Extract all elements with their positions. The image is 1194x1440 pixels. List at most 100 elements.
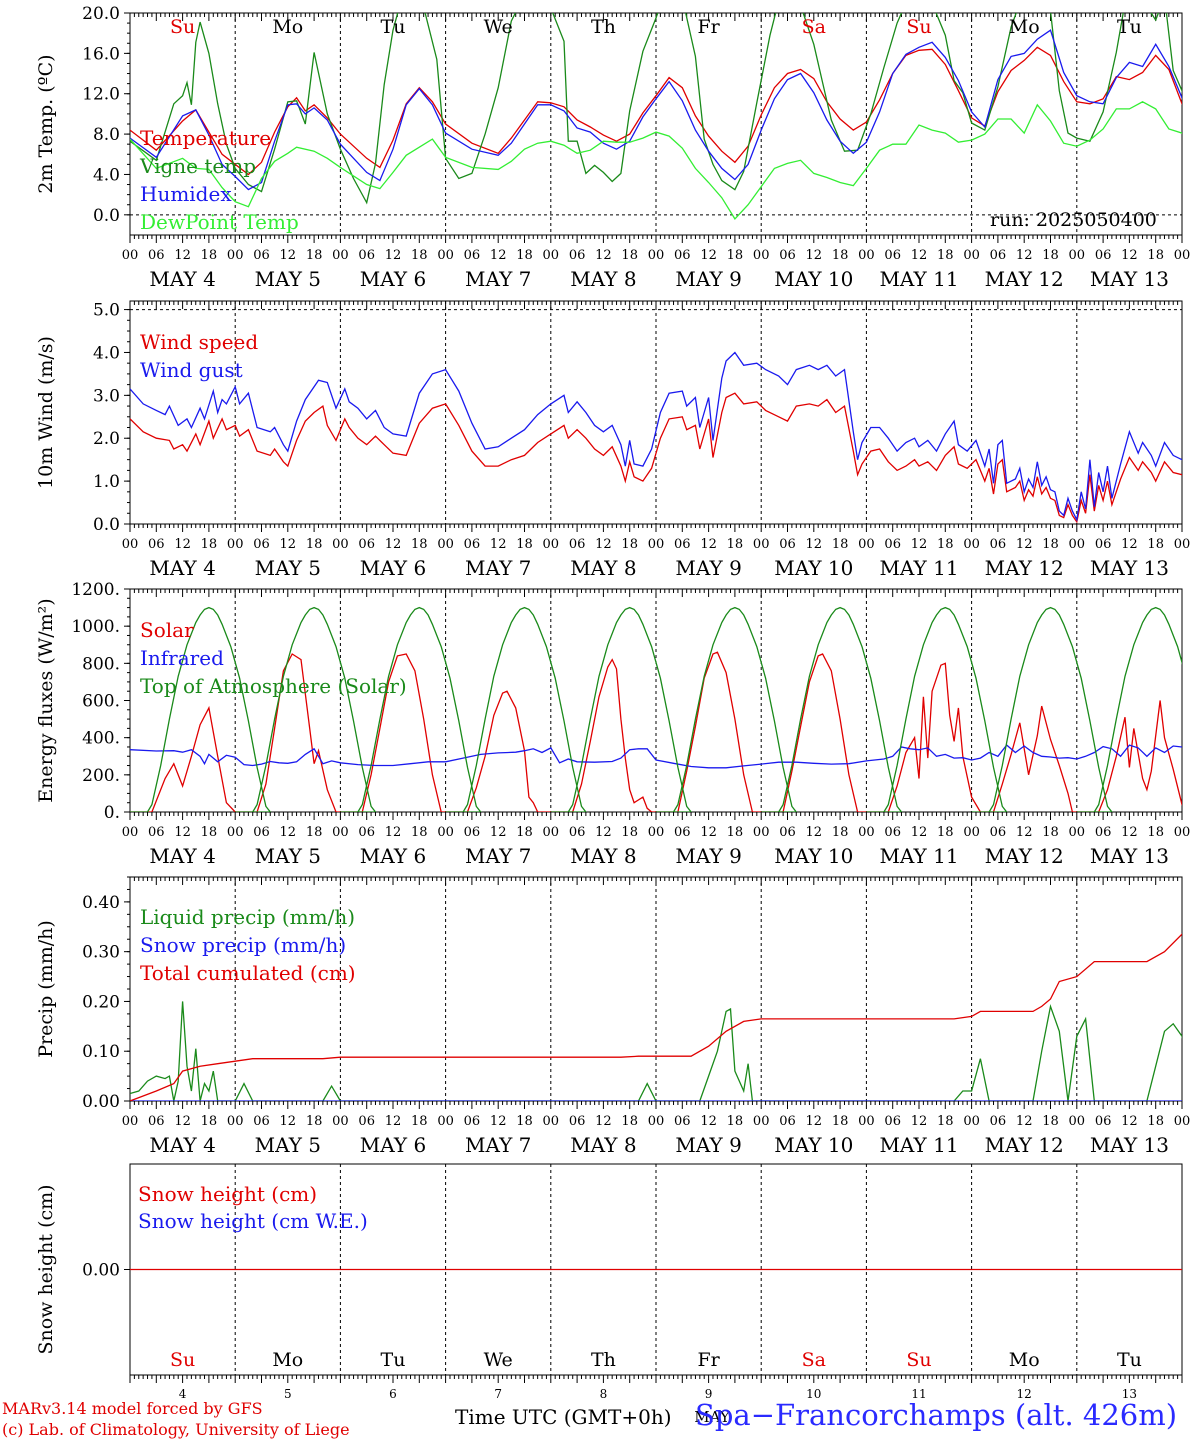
y-tick-label: 0.40 [82,893,120,913]
hour-label: 06 [990,248,1007,263]
date-label: MAY 8 [570,556,636,580]
date-label: MAY 5 [255,267,321,291]
hour-label: 00 [543,248,560,263]
hour-label: 00 [122,1114,139,1129]
hour-label: 00 [332,248,349,263]
weekday-label: Th [591,16,616,38]
hour-label: 18 [937,825,954,840]
hour-label: 18 [516,248,533,263]
date-label: MAY 9 [675,556,741,580]
hour-label: 00 [332,825,349,840]
series-infrared [130,744,1182,769]
hour-label: 06 [779,825,796,840]
date-label: MAY 7 [465,844,531,868]
month-label: MAY [694,1408,731,1426]
weekday-label: Su [170,1349,195,1371]
panel-3: 0. 200. 400. 600. 800. 1000. 1200. Energy fluxe… [35,580,1190,868]
series-temperature [130,46,1182,176]
hour-label: 12 [700,825,717,840]
date-label: MAY 11 [879,1133,958,1157]
hour-label: 00 [122,248,139,263]
hour-label: 06 [464,1114,481,1129]
hour-label: 06 [253,1114,270,1129]
hour-label: 18 [306,537,323,552]
hour-label: 18 [411,825,428,840]
hour-label: 18 [411,1114,428,1129]
hour-label: 06 [148,1114,165,1129]
y-tick-label: 16.0 [82,44,120,64]
hour-label: 00 [437,537,454,552]
y-tick-label: 4.0 [93,165,120,185]
hour-label: 18 [1042,537,1059,552]
hour-label: 12 [700,248,717,263]
hour-label: 12 [280,248,297,263]
hour-label: 18 [516,537,533,552]
panel-2: 0.0 1.0 2.0 3.0 4.0 5.0 10m Wind (m/s) Wind spe… [35,300,1190,580]
hour-label: 12 [1016,248,1033,263]
hour-label: 06 [358,248,375,263]
y-axis-title: Energy fluxes (W/m²) [35,598,57,802]
y-tick-label: 1.0 [93,472,120,492]
hour-label: 12 [595,1114,612,1129]
date-label: MAY 9 [675,1133,741,1157]
hour-label: 06 [148,825,165,840]
station-title: Spa−Francorchamps (alt. 426m) [695,1398,1178,1432]
hour-label: 12 [806,248,823,263]
hour-label: 06 [358,1114,375,1129]
hour-label: 06 [569,248,586,263]
date-label: MAY 9 [675,267,741,291]
legend-temperature: Temperature [140,126,271,150]
plot-frame [129,588,1183,813]
hour-label: 18 [201,537,218,552]
series-wind-speed [130,392,1182,524]
legend-humidex: Humidex [140,182,232,206]
series-humidex [130,29,1182,191]
y-tick-label: 0.00 [82,1261,120,1281]
hour-label: 00 [543,537,560,552]
hour-label: 12 [1121,248,1138,263]
weekday-label: Th [591,1349,616,1371]
hour-label: 12 [806,825,823,840]
legend-top-of-atmosphere-solar-: Top of Atmosphere (Solar) [140,674,407,698]
hour-label: 00 [437,1114,454,1129]
hour-label: 12 [911,1114,928,1129]
y-axis-title: Snow height (cm) [35,1184,57,1354]
y-tick-label: 1000. [71,617,120,637]
hour-label: 18 [306,1114,323,1129]
date-label: MAY 5 [255,1133,321,1157]
hour-label: 12 [1121,825,1138,840]
hour-label: 18 [1147,825,1164,840]
hour-label: 06 [779,248,796,263]
hour-label: 00 [648,537,665,552]
hour-label: 06 [779,537,796,552]
hour-label: 12 [490,825,507,840]
hour-label: 18 [832,537,849,552]
hour-label: 06 [358,537,375,552]
date-label: MAY 6 [360,1133,426,1157]
y-tick-label: 0.0 [93,515,120,535]
hour-label: 12 [490,1114,507,1129]
hour-label: 18 [621,537,638,552]
hour-label: 00 [753,248,770,263]
hour-label: 00 [1069,248,1086,263]
weekday-label: Mo [1009,16,1040,38]
hour-label: 06 [674,248,691,263]
hour-label: 18 [411,537,428,552]
hour-label: 06 [674,825,691,840]
hour-label: 18 [516,825,533,840]
weekday-label: We [484,16,513,38]
y-tick-label: 4.0 [93,343,120,363]
hour-label: 18 [201,825,218,840]
y-tick-label: 400. [82,729,120,749]
hour-label: 18 [727,825,744,840]
x-axis-title: Time UTC (GMT+0h) [455,1405,672,1429]
weekday-label: Sa [802,16,826,38]
hour-label: 00 [1069,537,1086,552]
y-axis-title: 10m Wind (m/s) [35,336,57,489]
hour-label: 18 [832,1114,849,1129]
date-label: MAY 6 [360,844,426,868]
hour-label: 00 [543,825,560,840]
y-tick-label: 2.0 [93,429,120,449]
hour-label: 12 [595,825,612,840]
series-liquid-precip-mm-h- [130,1001,1182,1101]
